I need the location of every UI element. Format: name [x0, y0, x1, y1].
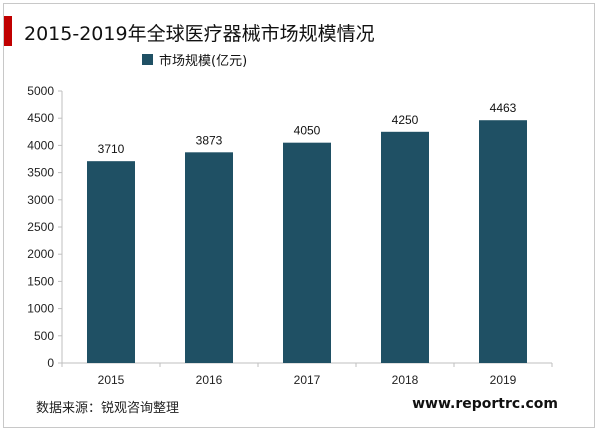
y-tick-label: 5000 [27, 84, 54, 98]
bar [185, 152, 233, 363]
y-tick-label: 3000 [27, 193, 54, 207]
title-accent-bar [4, 16, 12, 46]
legend-swatch [142, 53, 153, 65]
x-tick-label: 2018 [392, 373, 419, 387]
y-tick-label: 1500 [27, 274, 54, 288]
legend-label: 市场规模(亿元) [159, 53, 248, 69]
source-note: 数据来源：锐观咨询整理 [36, 401, 180, 416]
y-tick-label: 500 [34, 329, 54, 343]
data-label: 4250 [392, 113, 419, 127]
x-tick-label: 2016 [196, 373, 223, 387]
bar [381, 131, 429, 363]
bar [87, 161, 135, 363]
data-label: 3710 [98, 142, 125, 156]
y-tick-label: 2500 [27, 220, 54, 234]
chart-title: 2015-2019年全球医疗器械市场规模情况 [24, 23, 375, 45]
x-tick-label: 2015 [98, 373, 125, 387]
y-tick-label: 3500 [27, 166, 54, 180]
legend: 市场规模(亿元) [142, 50, 248, 69]
data-label: 3873 [196, 133, 223, 147]
bar [479, 120, 527, 363]
y-tick-label: 4500 [27, 111, 54, 125]
x-tick-label: 2017 [294, 373, 321, 387]
bar [283, 142, 331, 363]
title-bar: 2015-2019年全球医疗器械市场规模情况 [4, 16, 594, 46]
y-tick-label: 1000 [27, 302, 54, 316]
x-tick-label: 2019 [490, 373, 517, 387]
data-label: 4050 [294, 124, 321, 138]
website-link[interactable]: www.reportrc.com [412, 396, 558, 412]
y-tick-label: 0 [47, 356, 54, 370]
y-tick-label: 4000 [27, 138, 54, 152]
data-label: 4463 [490, 101, 517, 115]
y-tick-label: 2000 [27, 247, 54, 261]
